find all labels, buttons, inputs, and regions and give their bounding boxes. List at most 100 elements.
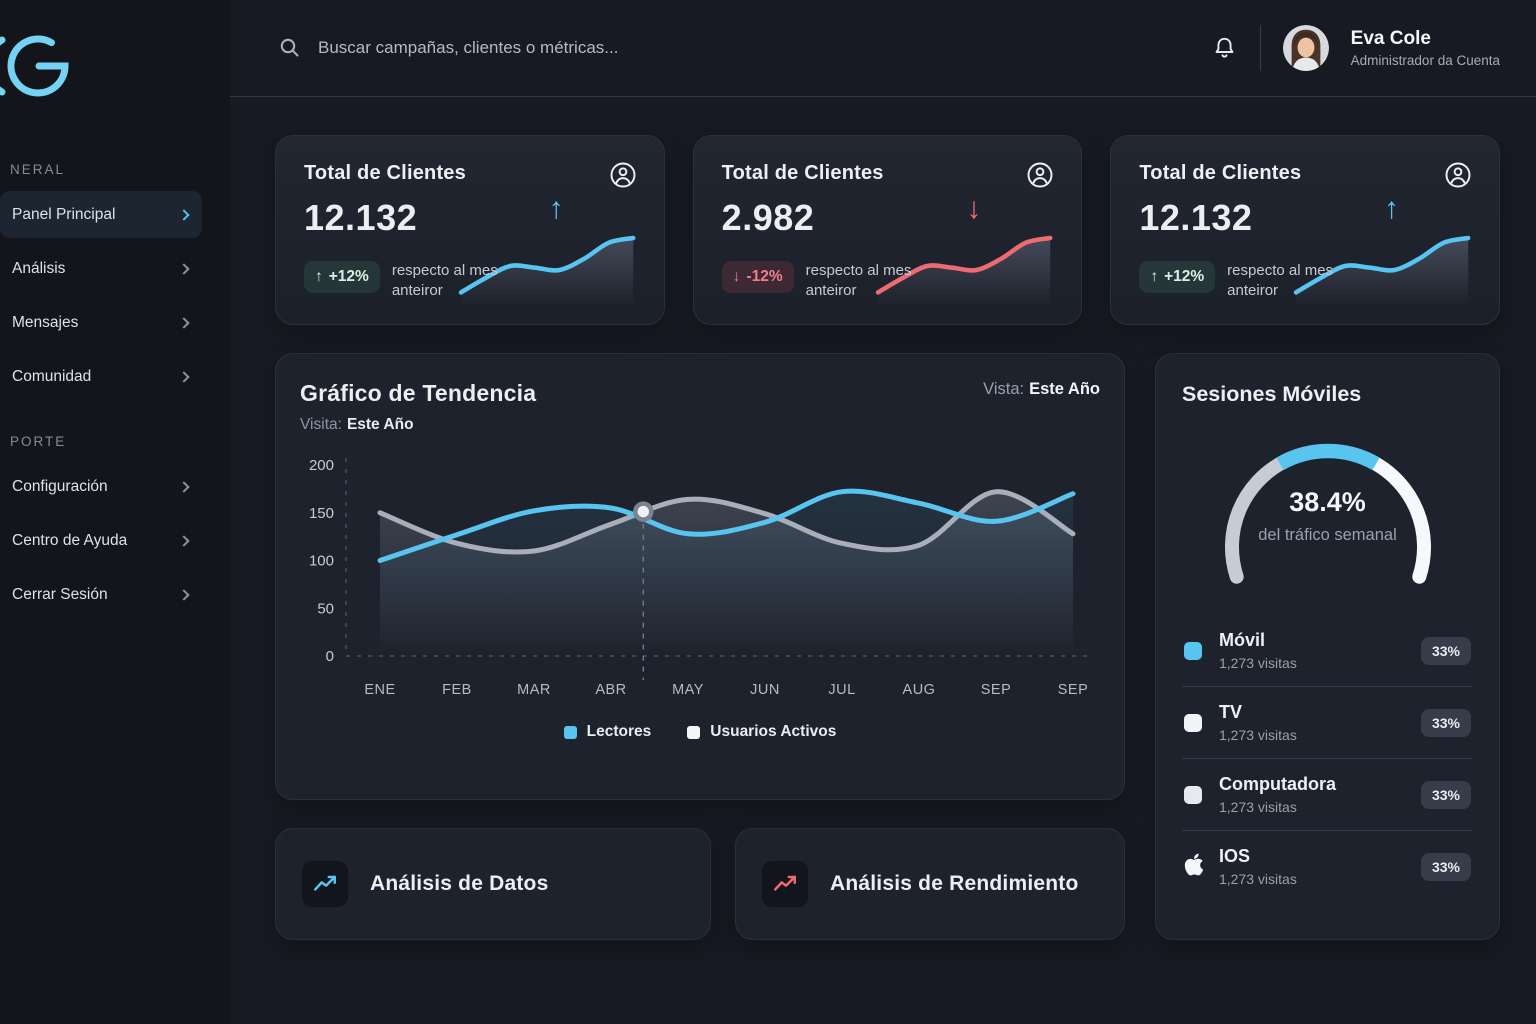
sidebar-item-label: Cerrar Sesión — [12, 585, 108, 603]
card-title: Análisis de Rendimiento — [830, 872, 1079, 895]
user-name: Eva Cole — [1350, 28, 1431, 49]
device-visits: 1,273 visitas — [1219, 871, 1297, 887]
svg-text:SEP: SEP — [981, 682, 1012, 698]
sesiones-moviles-card: Sesiones Móviles 38.4% del tráfico seman… — [1155, 353, 1500, 940]
gauge-center-text: 38.4% del tráfico semanal — [1203, 487, 1453, 545]
device-info: Móvil 1,273 visitas — [1219, 630, 1297, 671]
stat-footer: ↑ +12% respecto al mes anteiror — [1139, 261, 1379, 300]
legend-item-usuarios-activos[interactable]: Usuarios Activos — [687, 723, 836, 741]
sessions-title: Sesiones Móviles — [1182, 382, 1362, 406]
trend-up-arrow-icon: ↑ — [1384, 192, 1400, 225]
sidebar-item-cerrar-sesion[interactable]: Cerrar Sesión — [0, 571, 202, 618]
device-row-movil: Móvil 1,273 visitas 33% — [1182, 615, 1473, 687]
user-meta[interactable]: Eva Cole Administrador da Cuenta — [1351, 28, 1500, 68]
chart-legend: Lectores Usuarios Activos — [300, 723, 1100, 741]
trend-subtitle: Visita: Este Año — [300, 416, 1100, 434]
svg-text:150: 150 — [309, 505, 334, 522]
notifications-bell-icon[interactable] — [1211, 35, 1238, 62]
view-value: Este Año — [1029, 380, 1100, 398]
search-input[interactable] — [318, 38, 838, 58]
analisis-de-datos-card[interactable]: Análisis de Datos — [275, 828, 711, 940]
mid-section: Gráfico de Tendencia Vista: Este Año Visi… — [275, 353, 1500, 940]
sidebar-item-configuracion[interactable]: Configuración — [0, 463, 202, 510]
topbar: Eva Cole Administrador da Cuenta — [230, 0, 1536, 97]
trend-chart-card: Gráfico de Tendencia Vista: Este Año Visi… — [275, 353, 1125, 800]
card-title: Análisis de Datos — [370, 872, 549, 895]
sparkline — [455, 214, 640, 306]
main-area: Eva Cole Administrador da Cuenta Total d… — [230, 0, 1536, 1024]
stat-value: 12.132 — [1139, 197, 1253, 238]
device-name: TV — [1219, 702, 1243, 722]
gauge-caption: del tráfico semanal — [1258, 526, 1397, 544]
svg-text:ENE: ENE — [364, 682, 395, 698]
stat-title: Total de Clientes — [304, 162, 466, 184]
topbar-divider — [1259, 25, 1261, 71]
legend-item-lectores[interactable]: Lectores — [563, 723, 651, 741]
change-value: -12% — [746, 268, 783, 285]
stat-card-total-clientes-2: Total de Clientes 2.982 ↓ ↓ — [692, 135, 1083, 325]
change-badge: ↓ -12% — [721, 261, 794, 293]
trend-line-chart: 0 50 100 150 200 ENE FEB MAR ABR MAY JUN JUL AUG SEP S… — [309, 457, 1090, 698]
sidebar-item-mensajes[interactable]: Mensajes — [0, 299, 202, 346]
white-square-bullet-icon — [1184, 785, 1202, 804]
chevron-right-icon — [178, 316, 190, 329]
change-value: +12% — [1164, 268, 1205, 285]
arrow-down-icon: ↓ — [732, 268, 741, 285]
content: Total de Clientes 12.132 ↑ ↑ — [230, 97, 1536, 940]
svg-text:MAR: MAR — [517, 682, 551, 698]
view-selector[interactable]: Vista: Este Año — [983, 380, 1100, 399]
legend-swatch-white — [687, 725, 701, 739]
svg-text:200: 200 — [309, 457, 334, 474]
user-role: Administrador da Cuenta — [1350, 53, 1500, 68]
sidebar-item-label: Mensajes — [12, 313, 79, 331]
sidebar-item-label: Comunidad — [12, 367, 92, 385]
svg-text:JUL: JUL — [828, 682, 855, 698]
legend-swatch-blue — [563, 725, 577, 739]
search-bar — [278, 36, 1211, 60]
chevron-right-icon — [178, 208, 190, 221]
user-circle-icon — [1025, 160, 1055, 195]
device-name: Computadora — [1219, 774, 1336, 794]
chevron-right-icon — [178, 588, 190, 601]
stat-title: Total de Clientes — [721, 162, 884, 184]
device-row-tv: TV 1,273 visitas 33% — [1182, 687, 1473, 759]
user-circle-icon — [608, 160, 638, 195]
apple-icon — [1182, 852, 1206, 882]
stat-card-total-clientes-3: Total de Clientes 12.132 ↑ ↑ — [1110, 135, 1501, 325]
svg-text:0: 0 — [326, 648, 334, 665]
logo-icon — [0, 35, 69, 97]
line-chart-icon — [762, 861, 808, 907]
bottom-cards-row: Análisis de Datos Análisis de Rendimient… — [275, 828, 1125, 940]
sidebar-item-label: Panel Principal — [12, 205, 116, 223]
trend-header: Gráfico de Tendencia Vista: Este Año — [300, 380, 1100, 407]
sidebar-item-analisis[interactable]: Análisis — [0, 245, 202, 292]
stat-footer: ↓ -12% respecto al mes anteiror — [721, 261, 958, 300]
sidebar-item-panel-principal[interactable]: Panel Principal — [0, 191, 202, 238]
stats-row: Total de Clientes 12.132 ↑ ↑ — [275, 135, 1501, 325]
device-info: IOS 1,273 visitas — [1219, 846, 1297, 887]
avatar[interactable] — [1282, 25, 1329, 71]
chevron-right-icon — [178, 262, 190, 275]
device-list: Móvil 1,273 visitas 33% TV 1,273 visitas — [1182, 615, 1473, 902]
subtitle-value: Este Año — [346, 416, 414, 433]
sidebar-item-comunidad[interactable]: Comunidad — [0, 353, 202, 400]
subtitle-label: Visita: — [300, 416, 342, 433]
change-badge: ↑ +12% — [304, 261, 380, 293]
gauge: 38.4% del tráfico semanal — [1203, 429, 1453, 597]
chevron-right-icon — [178, 370, 190, 383]
analisis-de-rendimiento-card[interactable]: Análisis de Rendimiento — [735, 828, 1125, 940]
sidebar-item-label: Configuración — [12, 477, 108, 495]
device-row-computadora: Computadora 1,273 visitas 33% — [1182, 759, 1473, 831]
white-square-bullet-icon — [1184, 713, 1202, 732]
svg-text:SEP: SEP — [1058, 682, 1089, 698]
svg-text:50: 50 — [317, 600, 334, 617]
trend-title: Gráfico de Tendencia — [300, 380, 537, 406]
share-badge: 33% — [1420, 708, 1471, 737]
svg-text:ABR: ABR — [595, 682, 626, 698]
sidebar-item-centro-de-ayuda[interactable]: Centro de Ayuda — [0, 517, 202, 564]
gauge-arc — [1224, 443, 1431, 584]
gauge-percent: 38.4% — [1289, 487, 1366, 517]
arrow-up-icon: ↑ — [315, 268, 323, 285]
device-name: Móvil — [1219, 630, 1266, 650]
